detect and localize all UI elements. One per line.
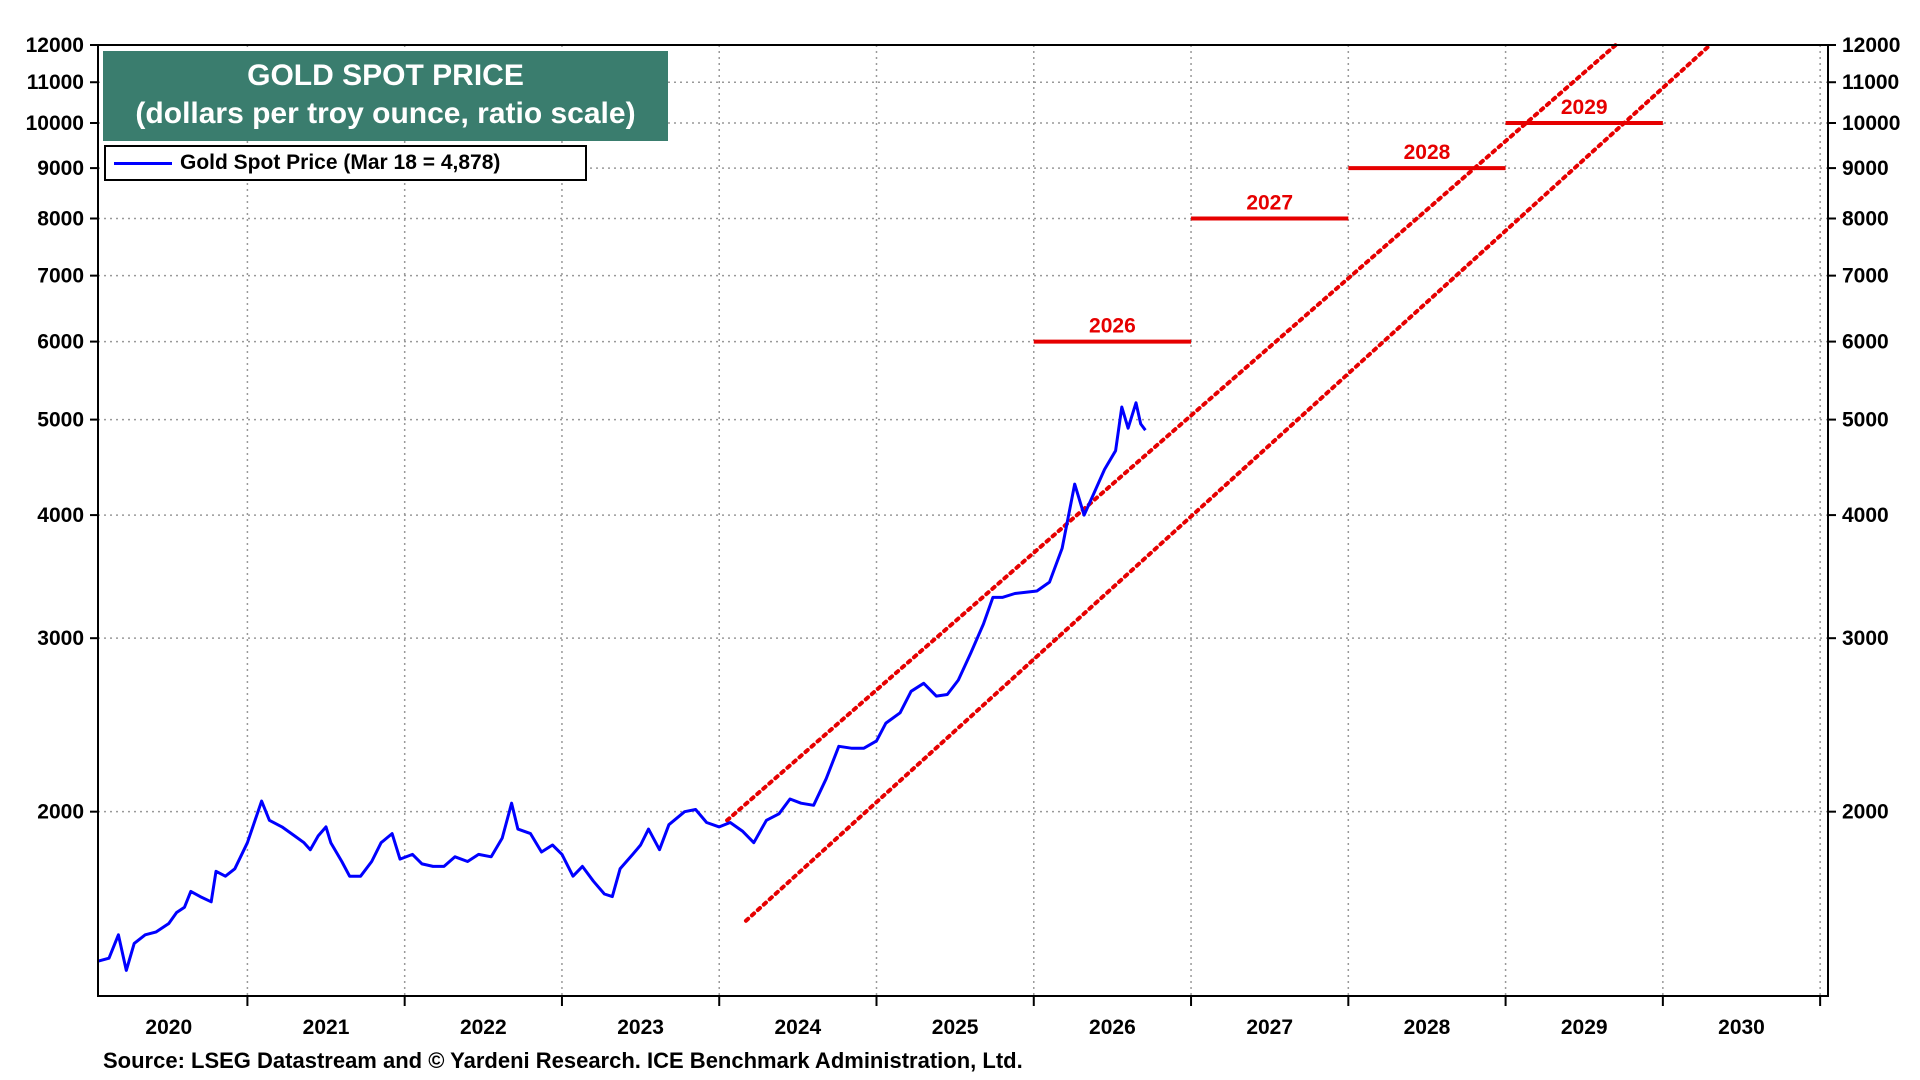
y-tick-label-left: 3000: [37, 627, 84, 650]
trend-channel: [725, 43, 1713, 923]
x-tick-label: 2030: [1718, 1016, 1765, 1039]
chart-title: GOLD SPOT PRICE: [247, 59, 524, 92]
target-label: 2027: [1246, 191, 1293, 214]
y-tick-label-left: 12000: [26, 34, 84, 57]
y-tick-label-left: 9000: [37, 157, 84, 180]
x-tick-label: 2022: [460, 1016, 507, 1039]
y-tick-label-right: 6000: [1842, 331, 1889, 354]
price-targets: 2026 2027 2028 2029: [1033, 96, 1663, 344]
chart-subtitle: (dollars per troy ounce, ratio scale): [135, 97, 636, 130]
y-tick-label-left: 2000: [37, 801, 84, 824]
legend: Gold Spot Price (Mar 18 = 4,878): [104, 145, 587, 181]
y-tick-label-left: 8000: [37, 207, 84, 230]
y-tick-label-right: 12000: [1842, 34, 1900, 57]
x-tick-label: 2028: [1404, 1016, 1451, 1039]
trend-channel-line: [725, 43, 1618, 823]
y-tick-label-left: 10000: [26, 112, 84, 135]
y-tick-label-right: 5000: [1842, 409, 1889, 432]
gold-series: [97, 401, 1147, 972]
y-tick-label-right: 9000: [1842, 157, 1889, 180]
x-tick-label: 2027: [1246, 1016, 1293, 1039]
x-tick-label: 2020: [145, 1016, 192, 1039]
x-tick-label: 2029: [1561, 1016, 1608, 1039]
legend-label: Gold Spot Price (Mar 18 = 4,878): [180, 151, 501, 174]
y-tick-label-right: 7000: [1842, 265, 1889, 288]
source-note: Source: LSEG Datastream and © Yardeni Re…: [103, 1048, 1023, 1073]
legend-swatch: [114, 162, 172, 165]
x-tick-label: 2024: [775, 1016, 822, 1039]
axes: 2000 2000 3000 3000 4000 4000 5000 5000 6000 6000…: [26, 34, 1901, 1039]
gridlines: [98, 44, 1828, 996]
y-tick-label-right: 8000: [1842, 207, 1889, 230]
y-tick-label-right: 4000: [1842, 504, 1889, 527]
y-tick-label-right: 2000: [1842, 801, 1889, 824]
x-tick-label: 2023: [617, 1016, 664, 1039]
chart-title-block: GOLD SPOT PRICE (dollars per troy ounce,…: [103, 51, 668, 141]
x-tick-label: 2025: [932, 1016, 979, 1039]
x-tick-label: 2021: [303, 1016, 350, 1039]
y-tick-label-left: 7000: [37, 265, 84, 288]
gold-price-line: [97, 401, 1147, 972]
y-tick-label-right: 3000: [1842, 627, 1889, 650]
target-label: 2029: [1561, 96, 1608, 119]
y-tick-label-left: 6000: [37, 331, 84, 354]
target-label: 2026: [1089, 315, 1136, 338]
target-label: 2028: [1404, 141, 1451, 164]
y-tick-label-left: 11000: [27, 71, 84, 94]
y-tick-label-left: 4000: [37, 504, 84, 527]
y-tick-label-right: 10000: [1842, 112, 1900, 135]
y-tick-label-left: 5000: [37, 409, 84, 432]
x-tick-label: 2026: [1089, 1016, 1136, 1039]
plot-frame: [97, 44, 1829, 997]
trend-channel-line: [743, 43, 1713, 923]
y-tick-label-right: 11000: [1842, 71, 1899, 94]
